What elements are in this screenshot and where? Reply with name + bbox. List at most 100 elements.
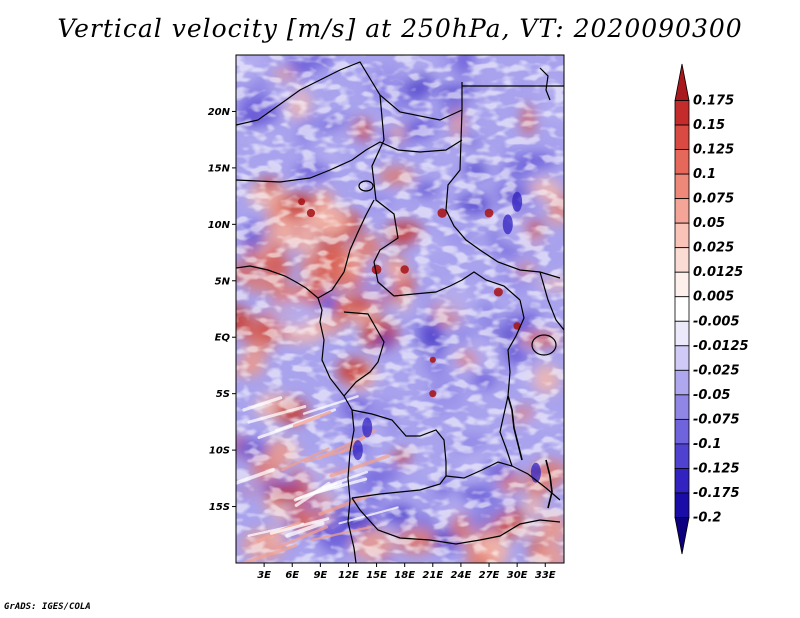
colorbar-bin: [674, 271, 690, 298]
y-tick-label: EQ: [215, 333, 231, 344]
chart-title: Vertical velocity [m/s] at 250hPa, VT: 2…: [57, 14, 743, 43]
y-tick-label: 10N: [208, 220, 231, 231]
field-hotspot: [493, 287, 503, 297]
border-sahel-north: [236, 139, 463, 183]
colorbar-bin: [674, 345, 690, 371]
field-core: [352, 440, 363, 461]
colorbar-bin: [674, 468, 690, 494]
y-tick-label: 15S: [209, 502, 230, 513]
x-tick-label: 9E: [313, 570, 327, 581]
lake-chad: [358, 180, 374, 192]
x-tick-label: 24E: [451, 570, 472, 581]
border-congo: [343, 311, 385, 397]
border-car-south: [393, 271, 521, 301]
x-tick-label: 30E: [507, 570, 528, 581]
red-sea-coast: [539, 67, 551, 101]
colorbar-bin: [674, 443, 690, 469]
border-namibia: [351, 497, 561, 545]
colorbar-bin: [674, 369, 690, 396]
colorbar-bin: [674, 222, 690, 249]
x-tick-label: 15E: [366, 570, 387, 581]
colorbar-bin: [674, 394, 690, 420]
colorbar-bin: [674, 173, 690, 200]
coastline-west: [236, 265, 357, 563]
field-core: [502, 214, 513, 235]
lake-victoria: [531, 334, 557, 356]
colorbar-label: -0.1: [693, 437, 721, 452]
border-drc-east: [499, 299, 525, 467]
grads-credit: GrADS: IGES/COLA: [4, 602, 91, 612]
field-hotspot: [437, 208, 447, 218]
lake-tanganyika: [507, 395, 523, 461]
x-tick-label: 3E: [257, 570, 271, 581]
field-hotspot: [400, 265, 409, 274]
border-zambia: [445, 461, 561, 501]
field-streak: [242, 544, 298, 563]
x-tick-label: 6E: [285, 570, 299, 581]
field-streak: [302, 395, 359, 415]
colorbar-bin: [674, 418, 690, 445]
colorbar-label: 0.0125: [693, 265, 743, 280]
field-speckle: [236, 55, 564, 563]
border-cameroon: [317, 199, 375, 299]
field-hotspot: [429, 356, 436, 363]
velocity-field: [236, 55, 564, 563]
colorbar-bin: [674, 198, 690, 224]
field-streak: [329, 454, 391, 478]
colorbar-label: 0.15: [693, 118, 725, 133]
field-hotspot: [306, 208, 316, 218]
field-streak: [318, 493, 371, 516]
field-hotspot: [429, 390, 437, 398]
colorbar-label: -0.025: [693, 363, 740, 378]
field-streak: [321, 470, 369, 489]
field-core: [512, 191, 523, 212]
colorbar-bottom-arrow: [674, 517, 690, 555]
field-hotspot: [298, 198, 306, 206]
field-streak: [338, 506, 399, 525]
y-tick-label: 15N: [208, 163, 231, 174]
colorbar-bin: [674, 320, 690, 347]
border-sahara: [236, 61, 463, 126]
colorbar-label: -0.005: [693, 314, 740, 329]
field-streak: [242, 396, 283, 412]
field-hotspot: [371, 264, 382, 275]
colorbar-label: 0.1: [693, 167, 716, 182]
y-tick-label: 20N: [208, 107, 231, 118]
field-streak: [311, 525, 372, 541]
y-tick-label: 5N: [215, 276, 231, 287]
colorbar-label: -0.075: [693, 412, 740, 427]
colorbar-bin: [674, 247, 690, 273]
colorbar-label: -0.125: [693, 461, 740, 476]
border-sudan: [445, 109, 561, 279]
colorbar-label: 0.05: [693, 216, 725, 231]
border-angola: [351, 409, 447, 499]
field-streak: [304, 446, 357, 463]
border-ethiopia: [539, 271, 564, 331]
colorbar-label: 0.005: [693, 290, 734, 305]
field-streaks: [236, 191, 541, 563]
x-tick-label: 33E: [535, 570, 556, 581]
x-tick-label: 27E: [479, 570, 500, 581]
country-borders: [236, 61, 564, 563]
field-hotspot: [484, 208, 494, 218]
colorbar-bin: [674, 492, 690, 518]
colorbar-bin: [674, 100, 690, 126]
y-tick-label: 5S: [216, 389, 230, 400]
y-tick-label: 10S: [209, 446, 230, 457]
map-frame: [235, 54, 565, 564]
x-axis: 3E 6E 9E 12E 15E 18E 21E 24E 27E 30E 33E: [257, 563, 556, 581]
field-streak: [236, 468, 275, 485]
colorbar-bin: [674, 124, 690, 150]
colorbar-label: -0.0125: [693, 339, 749, 354]
field-streak: [274, 525, 329, 550]
colorbar: 0.175 0.15 0.125 0.1 0.075 0.05 0.025 0.0125 0.0…: [674, 63, 749, 555]
field-streak: [310, 477, 368, 496]
x-tick-label: 12E: [338, 570, 359, 581]
y-axis: 20N 15N 10N 5N EQ 5S 10S 15S: [208, 107, 236, 513]
field-streak: [292, 410, 332, 428]
colorbar-bin: [674, 149, 690, 175]
colorbar-top-arrow: [674, 63, 690, 101]
field-streak: [285, 521, 325, 538]
field-core: [362, 417, 373, 438]
